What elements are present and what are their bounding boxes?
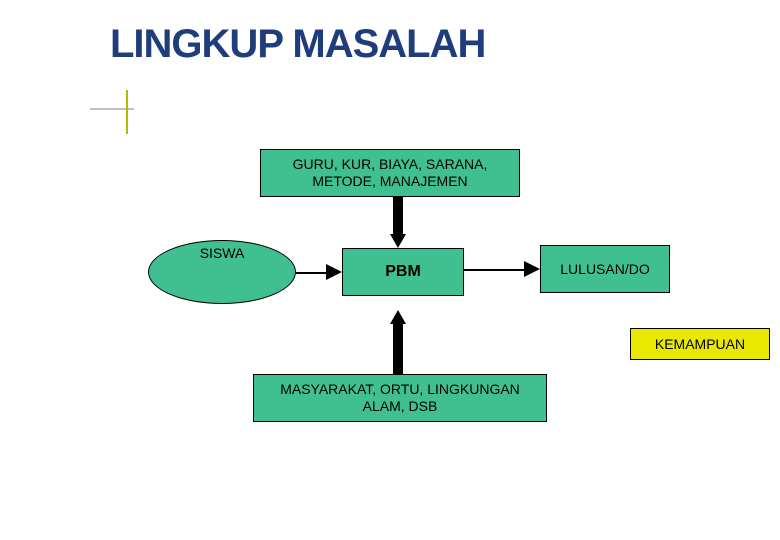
node-bottom: MASYARAKAT, ORTU, LINGKUNGAN ALAM, DSB <box>253 374 547 422</box>
arrow-top-pbm-head <box>390 234 406 248</box>
node-pbm-label: PBM <box>385 262 421 281</box>
arrow-top-pbm-shaft <box>393 197 403 234</box>
bullet-vertical <box>126 90 128 134</box>
arrow-pbm-lulusan-line <box>464 269 524 271</box>
node-bottom-line1: MASYARAKAT, ORTU, LINGKUNGAN <box>280 381 520 398</box>
page-title: LINGKUP MASALAH <box>110 22 485 67</box>
node-lulusan: LULUSAN/DO <box>540 245 670 293</box>
arrow-bottom-pbm-shaft <box>393 324 403 374</box>
node-top: GURU, KUR, BIAYA, SARANA, METODE, MANAJE… <box>260 149 520 197</box>
arrow-siswa-pbm-line <box>296 272 326 274</box>
node-top-line2: METODE, MANAJEMEN <box>312 173 467 190</box>
node-kemampuan: KEMAMPUAN <box>630 328 770 360</box>
node-lulusan-label: LULUSAN/DO <box>560 261 649 278</box>
node-siswa-label: SISWA <box>200 245 245 261</box>
node-bottom-line2: ALAM, DSB <box>363 398 438 415</box>
arrow-pbm-lulusan-head <box>524 261 540 277</box>
arrow-siswa-pbm-head <box>326 264 342 280</box>
node-top-line1: GURU, KUR, BIAYA, SARANA, <box>293 156 488 173</box>
node-kemampuan-label: KEMAMPUAN <box>655 336 745 353</box>
node-siswa: SISWA <box>148 240 296 304</box>
node-pbm: PBM <box>342 248 464 296</box>
arrow-bottom-pbm-head <box>390 310 406 324</box>
